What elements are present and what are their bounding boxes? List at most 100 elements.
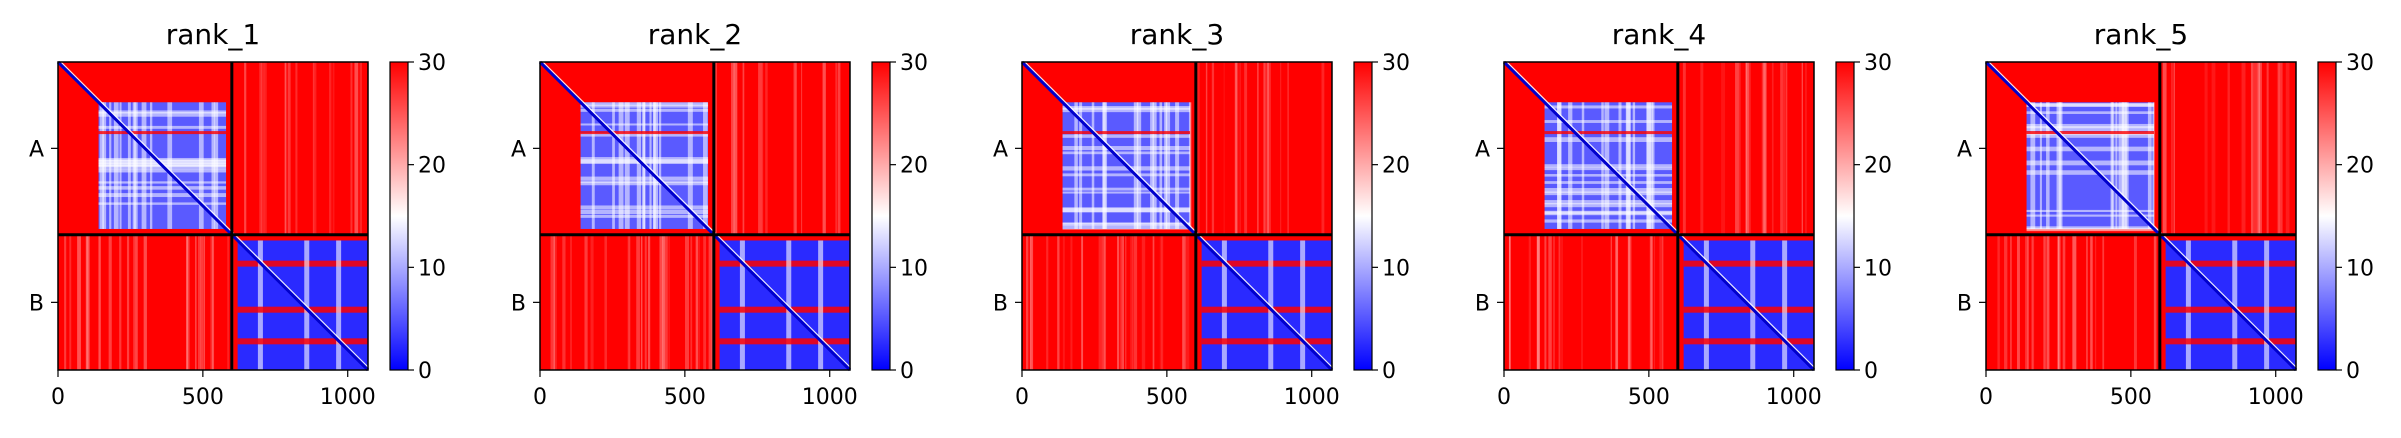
heatmap-streak bbox=[553, 234, 556, 370]
colorbar-tick-label: 10 bbox=[418, 256, 446, 281]
heatmap-streak bbox=[85, 234, 90, 370]
heatmap-streak bbox=[765, 62, 768, 235]
heatmap-streak bbox=[2058, 234, 2061, 370]
heatmap-texture bbox=[1750, 240, 1756, 370]
heatmap-streak bbox=[1780, 62, 1783, 235]
colorbar-tick-label: 10 bbox=[1382, 256, 1410, 281]
colorbar-tick-label: 10 bbox=[1864, 256, 1892, 281]
heatmap-texture bbox=[719, 306, 850, 313]
colorbar-tick-label: 20 bbox=[1864, 154, 1892, 179]
heatmap-texture bbox=[818, 240, 824, 370]
heatmap-streak bbox=[1235, 62, 1237, 235]
heatmap-texture bbox=[2147, 102, 2152, 229]
heatmap-streak bbox=[1650, 234, 1653, 370]
heatmap-texture bbox=[2026, 227, 2155, 232]
panel-title: rank_2 bbox=[648, 18, 742, 51]
heatmap-texture bbox=[1782, 240, 1788, 370]
heatmap-streak bbox=[794, 62, 797, 235]
heatmap-texture bbox=[237, 338, 368, 345]
heatmap-streak bbox=[1029, 234, 1034, 370]
heatmap-streak bbox=[1682, 62, 1686, 235]
panel-title: rank_1 bbox=[166, 18, 260, 51]
heatmap-streak bbox=[562, 234, 566, 370]
heatmap-streak bbox=[1257, 62, 1259, 235]
heatmap-streak bbox=[1141, 234, 1146, 370]
heatmap-streak bbox=[186, 234, 188, 370]
pae-panel-2: rank_2 0 500 1000 A B 0 10 20 30 bbox=[511, 18, 928, 410]
heatmap-streak bbox=[2241, 62, 2246, 235]
heatmap-streak bbox=[2017, 234, 2020, 370]
heatmap-texture bbox=[304, 240, 310, 370]
heatmap-streak bbox=[835, 62, 838, 235]
heatmap-texture bbox=[703, 102, 708, 229]
heatmap-streak bbox=[666, 234, 668, 370]
heatmap-streak bbox=[758, 62, 762, 235]
heatmap-texture bbox=[2026, 170, 2155, 175]
heatmap-diagonal bbox=[538, 60, 852, 372]
heatmap-texture bbox=[1062, 173, 1191, 177]
heatmap-streak bbox=[2072, 234, 2076, 370]
chain-label: B bbox=[1475, 291, 1490, 316]
heatmap-streak bbox=[2062, 234, 2066, 370]
heatmap-texture bbox=[580, 104, 709, 108]
heatmap-streak bbox=[1627, 234, 1632, 370]
heatmap-streak bbox=[1801, 62, 1803, 235]
heatmap-streak bbox=[1103, 234, 1107, 370]
heatmap-texture bbox=[2165, 338, 2296, 345]
x-tick-label: 500 bbox=[664, 385, 706, 410]
heatmap-streak bbox=[1057, 234, 1060, 370]
heatmap-streak bbox=[640, 234, 643, 370]
heatmap-streak bbox=[1653, 234, 1656, 370]
heatmap-streak bbox=[199, 234, 204, 370]
heatmap-streak bbox=[636, 234, 640, 370]
heatmap-streak bbox=[2090, 234, 2093, 370]
heatmap-texture bbox=[618, 102, 624, 229]
heatmap-streak bbox=[133, 234, 137, 370]
heatmap-streak bbox=[1785, 62, 1787, 235]
heatmap-streak bbox=[108, 234, 112, 370]
colorbar bbox=[2317, 61, 2337, 371]
heatmap-diagonal-edge bbox=[542, 61, 851, 368]
heatmap-streak bbox=[1244, 62, 1248, 235]
heatmap-streak bbox=[1287, 62, 1289, 235]
heatmap-streak bbox=[2057, 234, 2059, 370]
heatmap-texture bbox=[659, 102, 662, 229]
heatmap-streak bbox=[1026, 234, 1029, 370]
heatmap-streak bbox=[742, 62, 745, 235]
heatmap-streak bbox=[2095, 234, 2097, 370]
colorbar-tick-label: 30 bbox=[900, 51, 928, 76]
heatmap-streak bbox=[284, 62, 287, 235]
heatmap-streak bbox=[1581, 234, 1583, 370]
colorbar-tick-label: 0 bbox=[900, 359, 914, 384]
heatmap-streak bbox=[1279, 62, 1282, 235]
heatmap-streak bbox=[1649, 234, 1653, 370]
colorbar bbox=[1835, 61, 1855, 371]
heatmap-streak bbox=[2033, 234, 2035, 370]
heatmap-streak bbox=[1321, 62, 1325, 235]
heatmap-streak bbox=[143, 234, 147, 370]
heatmap-streak bbox=[198, 234, 200, 370]
heatmap-streak bbox=[119, 234, 122, 370]
heatmap-texture bbox=[98, 125, 227, 129]
heatmap-streak bbox=[1805, 62, 1807, 235]
heatmap-streak bbox=[822, 62, 826, 235]
heatmap-streak bbox=[570, 234, 572, 370]
heatmap-streak bbox=[2278, 62, 2282, 235]
heatmap-diagonal-edge bbox=[60, 61, 369, 368]
heatmap-texture bbox=[1062, 224, 1191, 230]
heatmap-texture bbox=[1683, 306, 1814, 313]
heatmap-texture bbox=[687, 102, 693, 229]
heatmap-texture bbox=[719, 338, 850, 345]
colorbar-tick-label: 30 bbox=[418, 51, 446, 76]
heatmap-texture bbox=[2030, 102, 2036, 229]
chain-label: A bbox=[993, 137, 1008, 162]
heatmap-streak bbox=[2046, 234, 2050, 370]
heatmap-texture bbox=[2026, 146, 2155, 152]
heatmap-texture bbox=[580, 157, 709, 162]
x-tick-label: 0 bbox=[533, 385, 547, 410]
heatmap-streak bbox=[2027, 234, 2029, 370]
heatmap-streak bbox=[1211, 62, 1215, 235]
heatmap-diagonal-edge bbox=[1506, 61, 1815, 368]
heatmap-streak bbox=[198, 234, 201, 370]
heatmap-texture bbox=[98, 169, 227, 173]
